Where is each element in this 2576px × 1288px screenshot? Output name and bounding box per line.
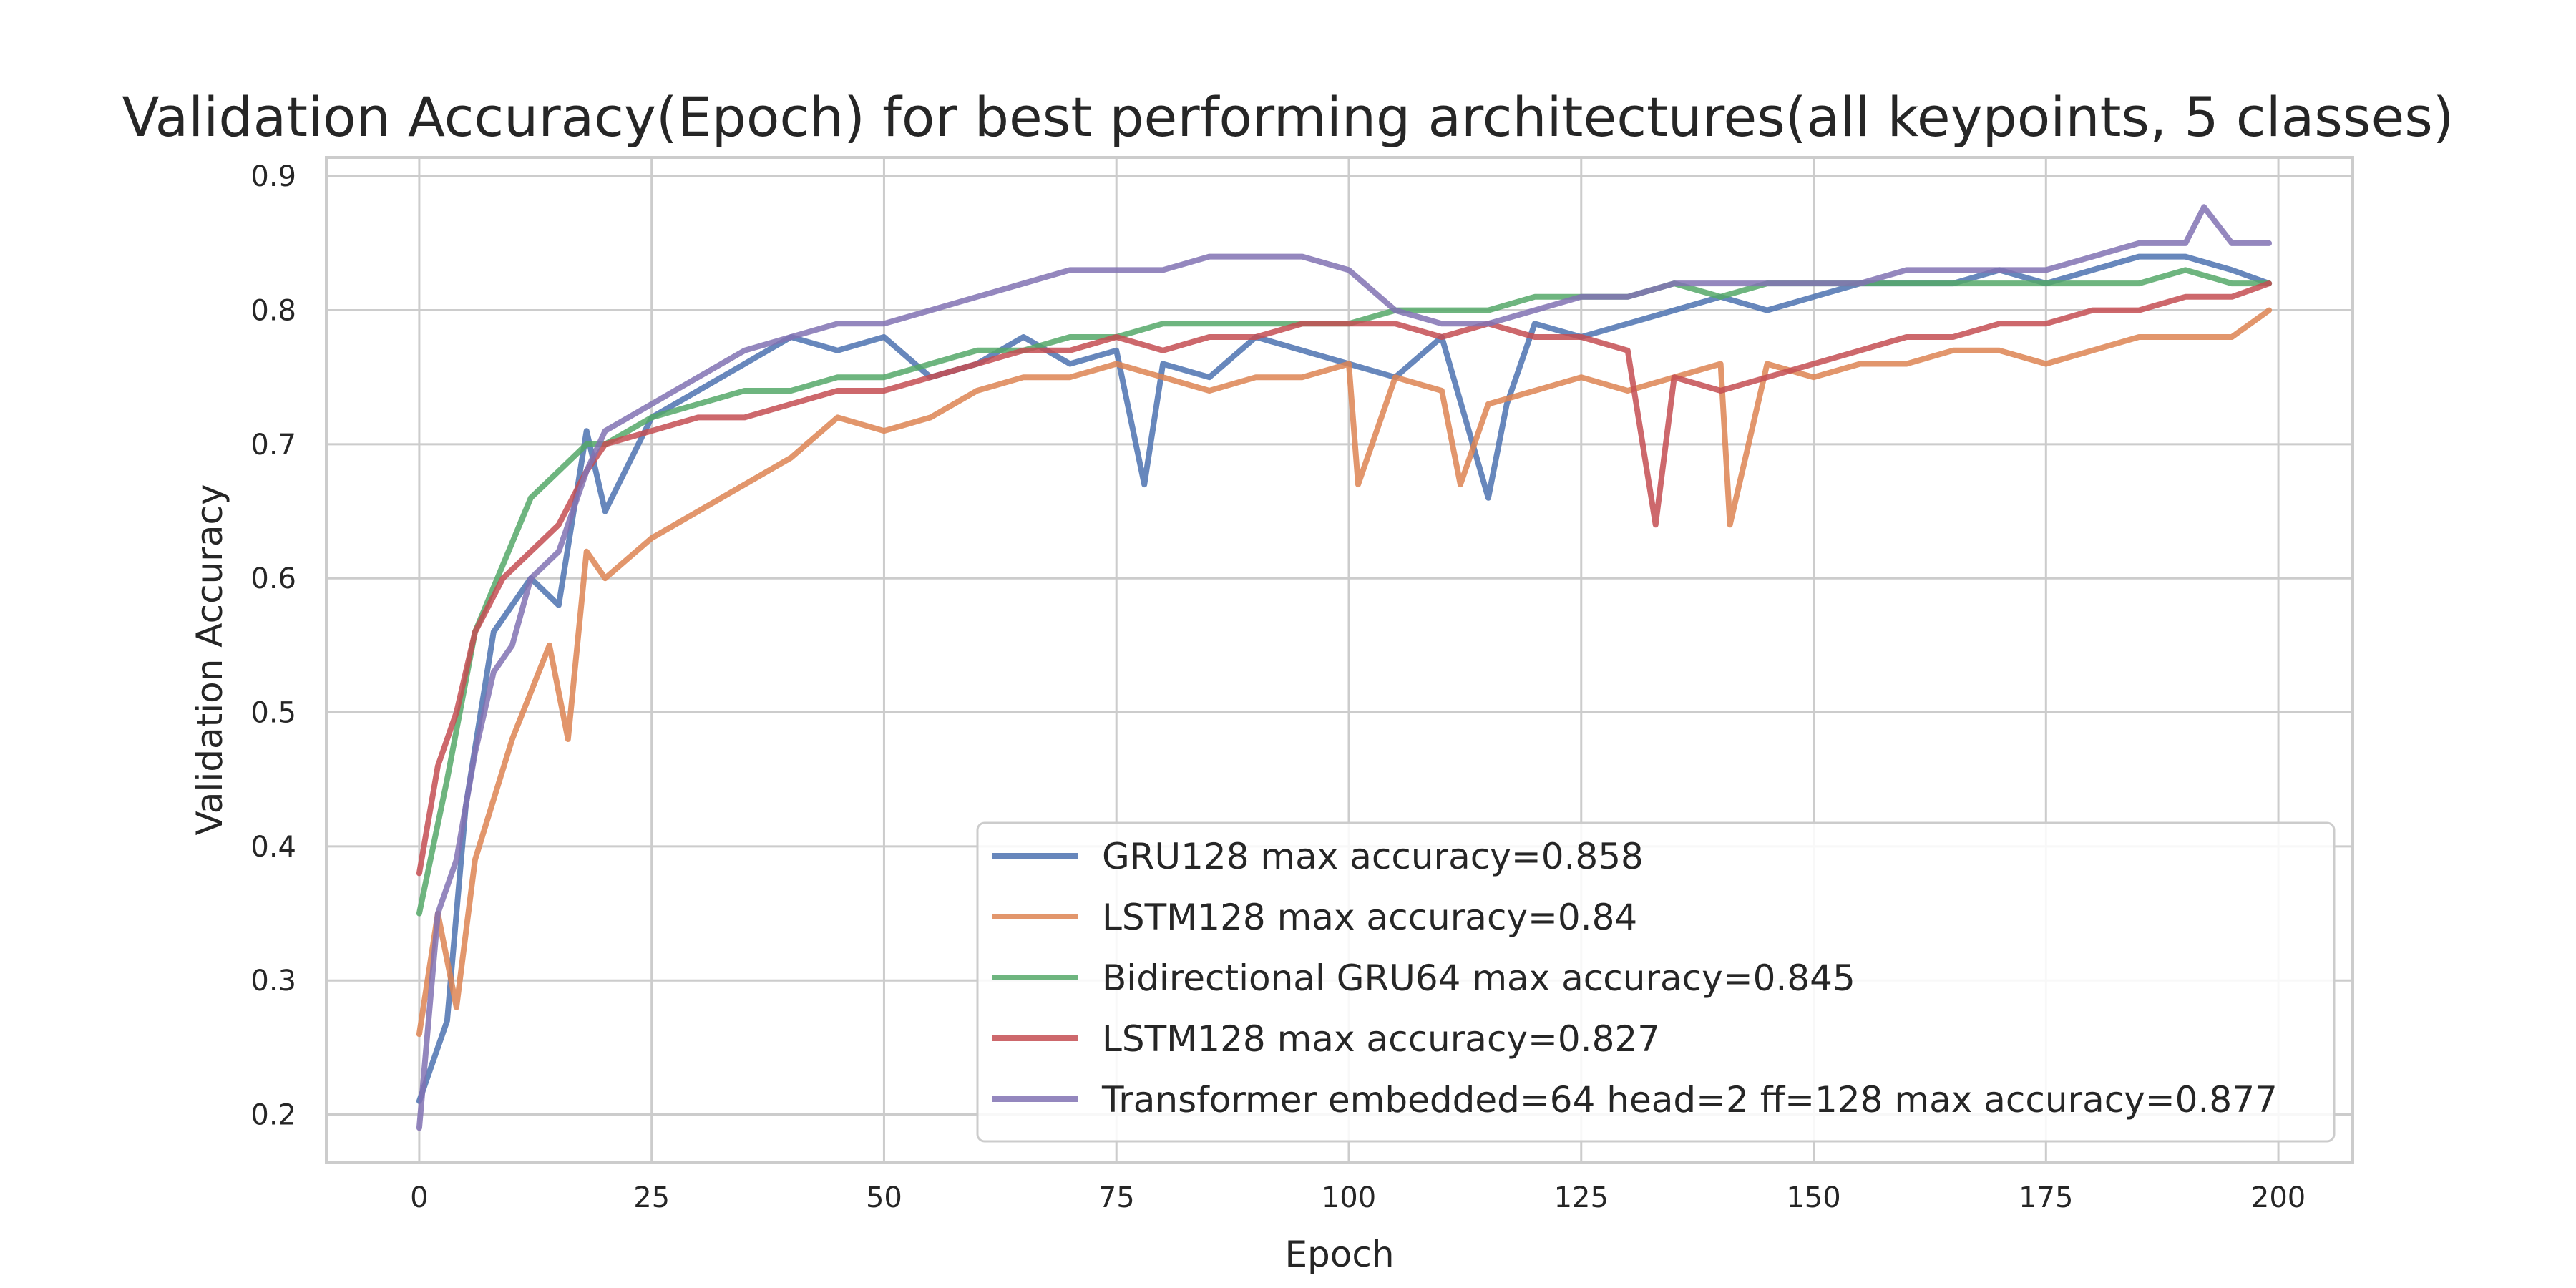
- legend-entry-3: LSTM128 max accuracy=0.827: [1102, 1018, 1660, 1060]
- y-axis-label: Validation Accuracy: [189, 484, 230, 835]
- legend-entry-1: LSTM128 max accuracy=0.84: [1102, 897, 1637, 938]
- y-tick-label: 0.5: [250, 697, 296, 730]
- y-tick-label: 0.3: [250, 965, 296, 997]
- x-tick-label: 0: [410, 1181, 428, 1214]
- x-tick-label: 125: [1554, 1181, 1609, 1214]
- chart-title: Validation Accuracy(Epoch) for best perf…: [122, 85, 2454, 149]
- x-tick-label: 150: [1786, 1181, 1840, 1214]
- y-tick-label: 0.6: [250, 562, 296, 595]
- y-tick-label: 0.4: [250, 831, 296, 864]
- y-tick-label: 0.2: [250, 1099, 296, 1132]
- x-tick-label: 25: [633, 1181, 670, 1214]
- x-tick-label: 200: [2251, 1181, 2306, 1214]
- x-tick-label: 50: [866, 1181, 902, 1214]
- x-tick-label: 75: [1098, 1181, 1135, 1214]
- series-lines: [416, 204, 2273, 1131]
- y-axis-ticks: 0.2 0.3 0.4 0.5 0.6 0.7 0.8 0.9: [250, 160, 296, 1131]
- legend-entry-2: Bidirectional GRU64 max accuracy=0.845: [1102, 957, 1855, 999]
- series-line-4: [416, 204, 2273, 1131]
- x-axis-ticks: 0 25 50 75 100 125 150 175 200: [410, 1181, 2306, 1214]
- legend: GRU128 max accuracy=0.858 LSTM128 max acc…: [976, 821, 2336, 1143]
- series-line-1: [416, 307, 2273, 1038]
- x-tick-label: 100: [1322, 1181, 1376, 1214]
- x-axis-label: Epoch: [1284, 1234, 1394, 1275]
- y-tick-label: 0.7: [250, 429, 296, 462]
- y-tick-label: 0.8: [250, 295, 296, 328]
- legend-box: [976, 821, 2336, 1143]
- x-tick-label: 175: [2019, 1181, 2073, 1214]
- y-tick-label: 0.9: [250, 160, 296, 193]
- legend-entry-4: Transformer embedded=64 head=2 ff=128 ma…: [1101, 1079, 2278, 1121]
- legend-entry-0: GRU128 max accuracy=0.858: [1102, 836, 1644, 877]
